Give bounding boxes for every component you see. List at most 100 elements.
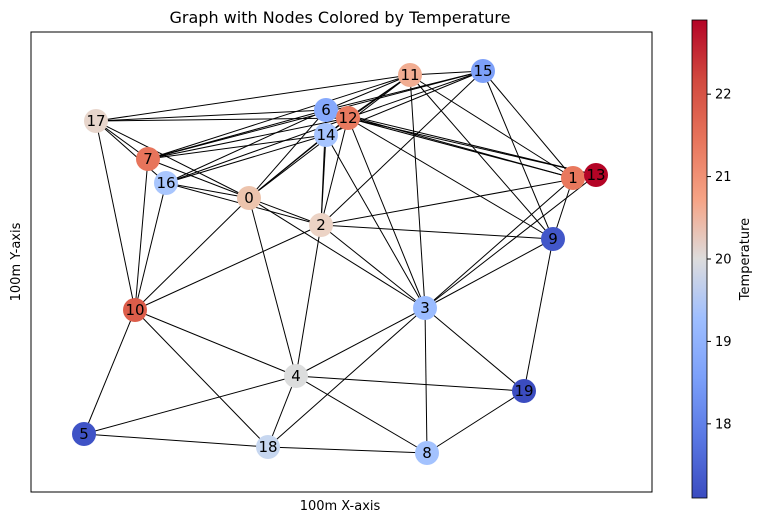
edge-6-11: [325, 74, 411, 111]
edge-16-14: [165, 134, 327, 184]
node-label-16: 16: [156, 174, 175, 192]
edge-16-10: [134, 182, 167, 311]
node-18: 18: [256, 435, 280, 459]
edge-9-3: [424, 238, 554, 309]
edge-15-9: [482, 70, 554, 240]
edge-17-11: [95, 74, 411, 122]
node-4: 4: [284, 364, 308, 388]
edge-6-15: [325, 70, 484, 111]
node-circle-17: [84, 109, 108, 133]
edge-9-19: [523, 238, 554, 392]
edge-18-8: [267, 446, 428, 454]
node-label-7: 7: [143, 150, 153, 168]
edge-3-4: [295, 307, 426, 377]
node-15: 15: [471, 59, 495, 83]
node-3: 3: [413, 296, 437, 320]
edge-10-4: [134, 309, 297, 377]
node-10: 10: [123, 298, 147, 322]
edge-10-5: [83, 309, 136, 435]
edge-7-14: [147, 134, 327, 160]
colorbar-tick-label-21: 21: [715, 170, 732, 185]
node-label-17: 17: [86, 112, 105, 130]
node-6: 6: [314, 98, 338, 122]
colorbar-gradient: [691, 19, 708, 499]
node-label-12: 12: [338, 109, 357, 127]
edge-3-8: [424, 307, 428, 454]
colorbar-tick-label-20: 20: [715, 253, 732, 268]
node-circle-13: [584, 163, 608, 187]
node-label-13: 13: [586, 166, 605, 184]
node-7: 7: [136, 147, 160, 171]
node-circle-3: [413, 296, 437, 320]
node-circle-0: [237, 186, 261, 210]
node-circle-10: [123, 298, 147, 322]
node-2: 2: [309, 213, 333, 237]
edge-15-2: [320, 70, 484, 226]
edge-16-6: [165, 109, 327, 184]
node-17: 17: [84, 109, 108, 133]
node-label-11: 11: [400, 66, 419, 84]
node-label-8: 8: [422, 444, 432, 462]
node-label-4: 4: [291, 367, 301, 385]
edge-4-8: [295, 375, 428, 454]
edge-17-0: [95, 120, 250, 199]
node-circle-16: [154, 171, 178, 195]
node-16: 16: [154, 171, 178, 195]
edge-0-3: [248, 197, 426, 309]
edge-11-9: [409, 74, 554, 240]
node-label-5: 5: [79, 425, 89, 443]
node-circle-7: [136, 147, 160, 171]
node-circle-15: [471, 59, 495, 83]
edge-17-16: [95, 120, 167, 184]
edge-17-6: [95, 109, 327, 122]
y-axis-label: 100m Y-axis: [9, 222, 24, 301]
node-label-14: 14: [316, 126, 335, 144]
node-13: 13: [584, 163, 608, 187]
node-11: 11: [398, 63, 422, 87]
edge-17-12: [95, 117, 349, 122]
edge-1-3: [424, 177, 574, 309]
edge-11-1: [409, 74, 574, 179]
edge-3-18: [267, 307, 426, 448]
colorbar: 18 19 20 21 22 Temperature: [691, 19, 753, 499]
node-circle-11: [398, 63, 422, 87]
node-circle-12: [336, 106, 360, 130]
node-19: 19: [512, 379, 536, 403]
edge-2-9: [320, 224, 554, 240]
node-12: 12: [336, 106, 360, 130]
node-label-6: 6: [321, 101, 331, 119]
edge-15-1: [482, 70, 574, 179]
edge-12-15: [347, 70, 484, 119]
node-circle-19: [512, 379, 536, 403]
edge-12-9: [347, 117, 554, 240]
edge-10-18: [134, 309, 269, 448]
edge-8-19: [426, 390, 525, 454]
edge-14-3: [325, 134, 426, 309]
chart-title: Graph with Nodes Colored by Temperature: [170, 8, 511, 27]
edge-3-19: [424, 307, 525, 392]
colorbar-tick-label-18: 18: [715, 417, 732, 432]
node-14: 14: [314, 123, 338, 147]
edge-2-4: [295, 224, 322, 377]
colorbar-label: Temperature: [738, 218, 753, 301]
node-label-0: 0: [244, 189, 254, 207]
node-5: 5: [72, 422, 96, 446]
node-label-3: 3: [420, 299, 430, 317]
node-1: 1: [561, 166, 585, 190]
edge-12-1: [347, 117, 574, 179]
node-circle-5: [72, 422, 96, 446]
edge-2-3: [320, 224, 426, 309]
edge-7-10: [134, 158, 149, 311]
edge-12-2: [320, 117, 349, 226]
node-label-18: 18: [258, 438, 277, 456]
node-circle-4: [284, 364, 308, 388]
edge-0-2: [248, 197, 322, 226]
node-label-10: 10: [125, 301, 144, 319]
edge-2-10: [134, 224, 322, 311]
edge-14-2: [320, 134, 327, 226]
edge-0-6: [248, 109, 327, 199]
node-circle-2: [309, 213, 333, 237]
node-circle-14: [314, 123, 338, 147]
